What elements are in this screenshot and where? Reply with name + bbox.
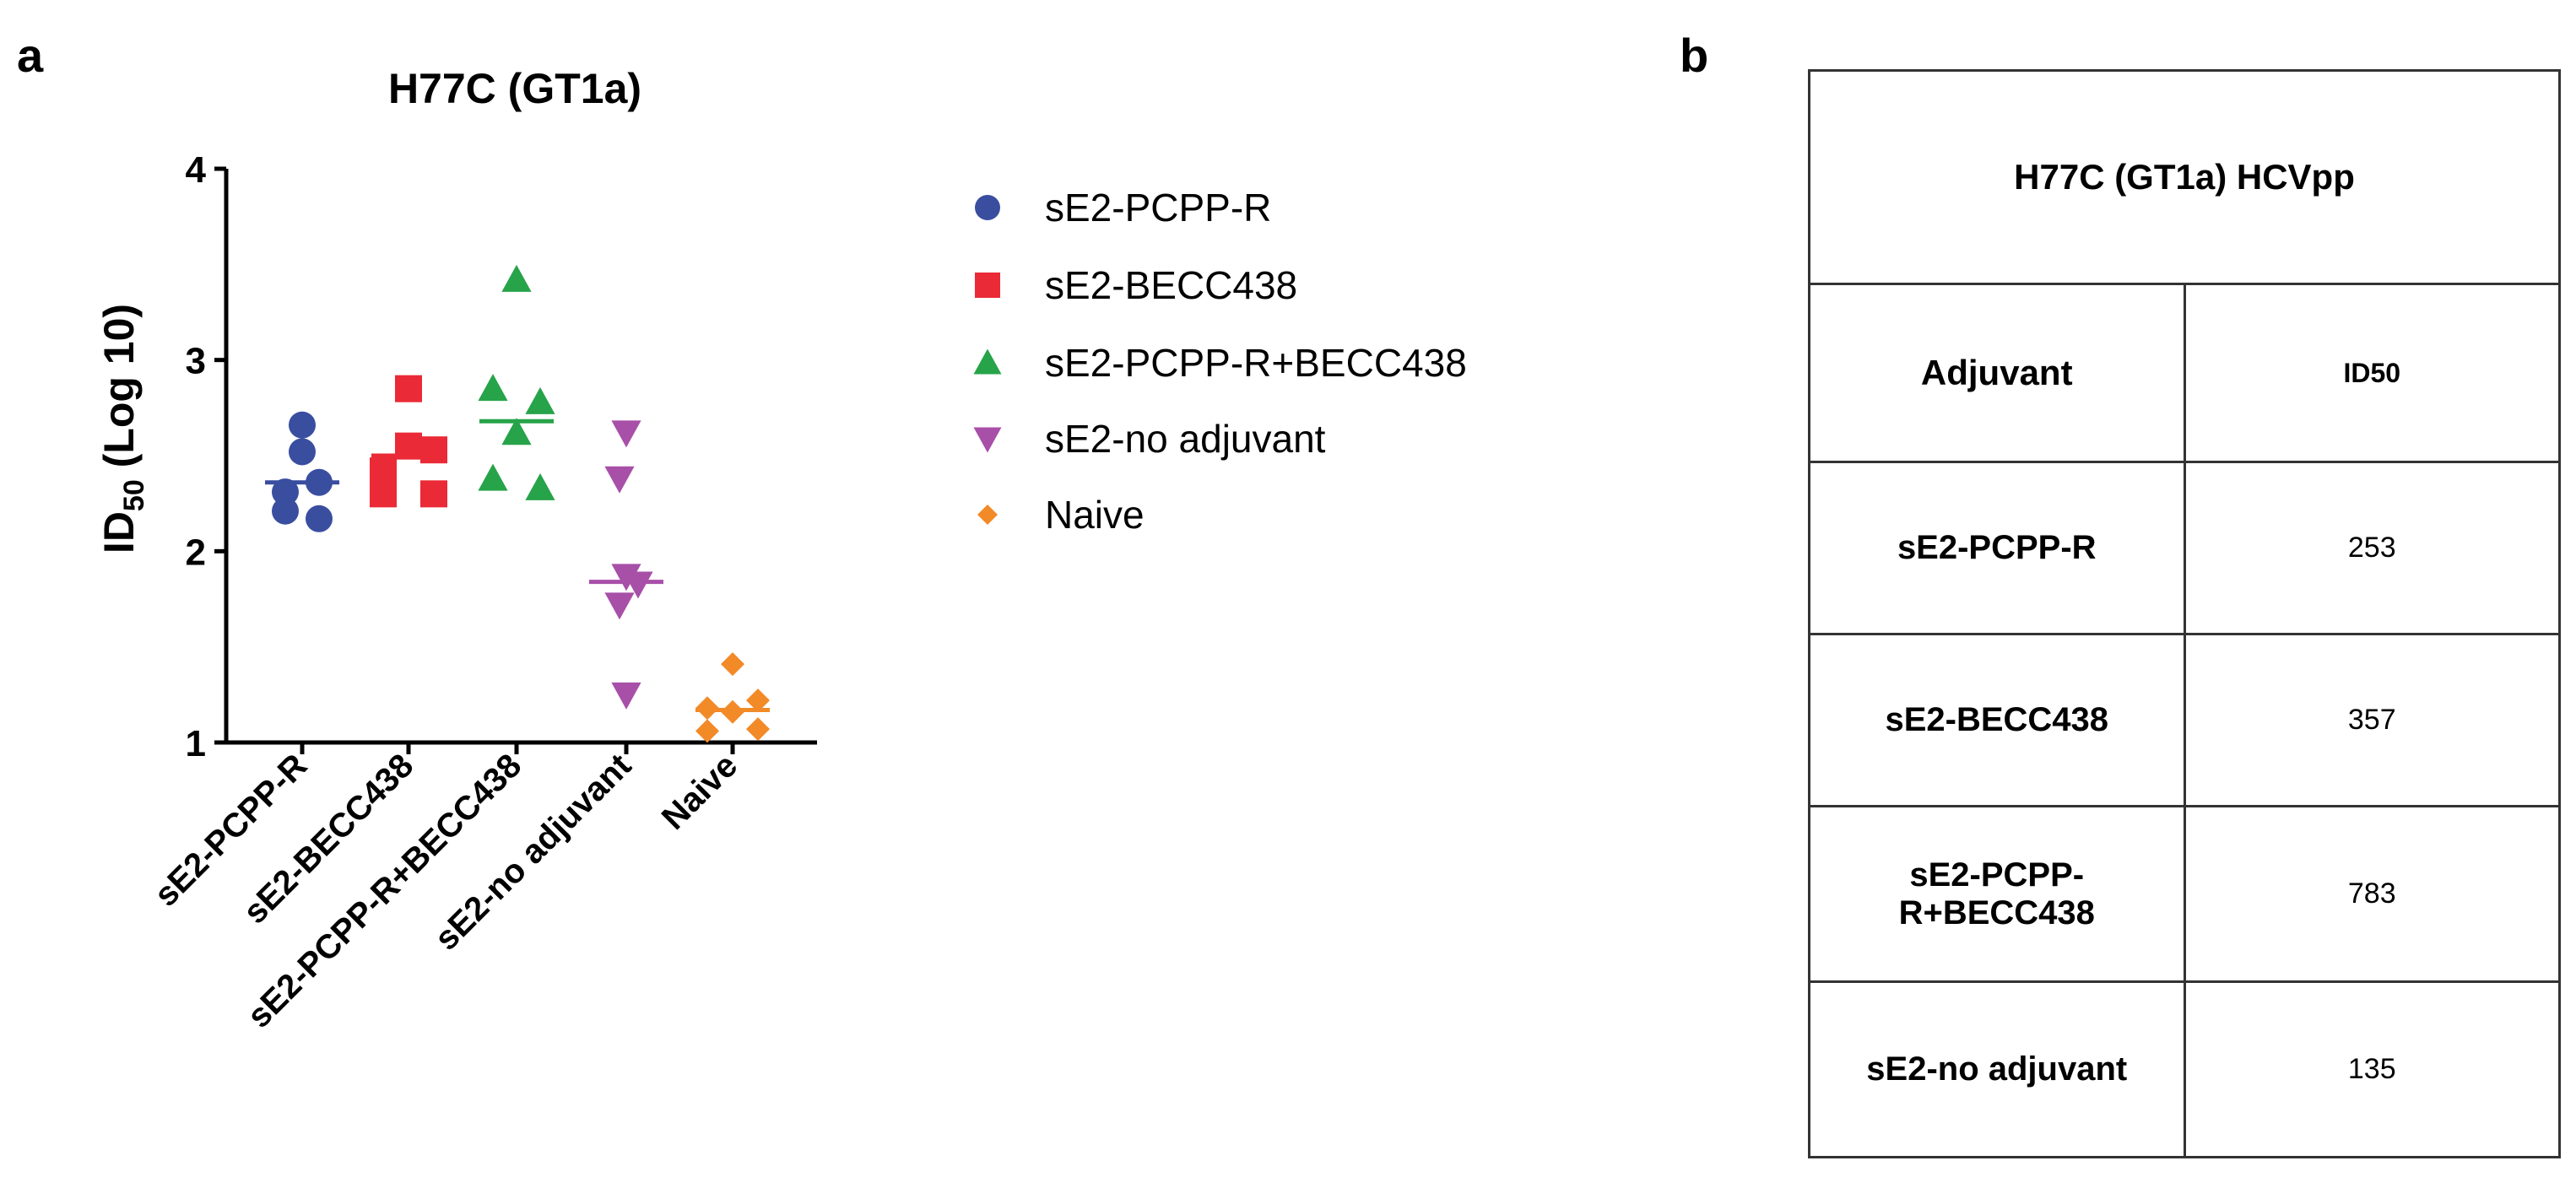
table-row-value: 357 [2183,633,2561,807]
data-point [478,374,508,402]
x-tick-label: Naive [655,747,745,837]
axes: 1234sE2-PCPP-RsE2-BECC438sE2-PCPP-R+BECC… [148,149,817,1035]
legend-item: sE2-no adjuvant [973,417,1326,461]
data-point [478,463,508,491]
legend-item: Naive [977,493,1145,537]
data-point [611,564,641,591]
scatter-chart: H77C (GT1a) ID50 (Log 10) 1 2 3 4 sE2-PCPP-R… [95,65,1467,1035]
data-point [420,480,447,508]
legend-label: sE2-PCPP-R [1045,186,1271,229]
data-point [272,497,299,525]
chart-title: H77C (GT1a) [388,65,641,112]
y-tick-label: 3 [186,341,206,382]
table-header-id50: ID50 [2183,283,2561,463]
data-point [746,688,770,713]
data-point [611,420,641,448]
data-point [306,505,333,532]
table-row-name-line1: sE2-PCPP- [1909,856,2085,894]
table-row-value: 253 [2183,461,2561,635]
panel-label-a: a [17,29,44,82]
legend-label: Naive [1045,493,1145,537]
data-point [623,571,653,599]
y-tick-label: 2 [186,532,206,573]
data-point [420,436,447,464]
data-point [525,472,555,500]
legend-marker [975,195,1000,220]
legend-label: sE2-PCPP-R+BECC438 [1045,341,1467,385]
table-header-adjuvant: Adjuvant [1808,283,2186,463]
x-tick-label: sE2-no adjuvant [428,747,639,958]
legend-item: sE2-PCPP-R+BECC438 [973,341,1467,385]
data-point [604,466,635,494]
legend-label: sE2-BECC438 [1045,263,1297,307]
data-point [289,411,316,439]
data-point [272,478,299,506]
y-axis-label-rest: (Log 10) [95,304,143,479]
table-row-name: sE2-PCPP-R [1808,461,2186,635]
legend: sE2-PCPP-R sE2-BECC438 sE2-PCPP-R+BECC438 s… [973,186,1467,537]
data-points [265,264,770,743]
legend-marker [973,348,1002,375]
legend-marker [975,273,1000,298]
table-row-name: sE2-BECC438 [1808,633,2186,807]
data-point [525,386,555,414]
table-row-name: sE2-PCPP- R+BECC438 [1808,805,2186,983]
table-row-name: sE2-no adjuvant [1808,980,2186,1158]
data-point [501,264,532,292]
data-point [721,652,744,677]
y-axis-label-main: ID [95,511,143,553]
data-point [289,438,316,466]
y-axis-label: ID50 (Log 10) [95,304,150,553]
data-point [611,682,641,710]
y-axis-label-subscript: 50 [118,479,150,511]
table-row-value: 783 [2183,805,2561,983]
y-tick-label: 4 [186,149,207,191]
legend-marker [977,505,998,525]
data-point [604,592,635,620]
table-row-name-line2: R+BECC438 [1898,894,2095,931]
legend-item: sE2-BECC438 [975,263,1297,307]
data-point [370,457,397,485]
legend-marker [973,427,1002,453]
data-point [501,418,532,445]
data-point [395,375,422,402]
y-tick-label: 1 [186,723,206,764]
table-row-value: 135 [2183,980,2561,1158]
legend-label: sE2-no adjuvant [1045,417,1326,461]
data-point [695,719,719,743]
data-point [746,717,770,742]
legend-item: sE2-PCPP-R [975,186,1271,229]
table-title: H77C (GT1a) HCVpp [1808,69,2561,285]
panel-label-b: b [1680,29,1709,82]
data-point [370,480,397,508]
id50-table: H77C (GT1a) HCVpp Adjuvant ID50 sE2-PCPP… [1808,69,2561,1158]
